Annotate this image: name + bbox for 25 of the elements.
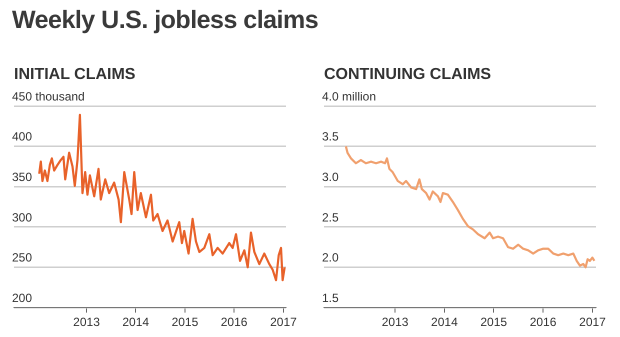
- y-tick-label: 4.0 million: [322, 89, 376, 104]
- x-tick-label: 2016: [220, 315, 248, 330]
- y-tick-label: 2.0: [322, 250, 340, 265]
- x-tick-label: 2013: [73, 315, 100, 330]
- x-tick-label: 2017: [579, 315, 606, 330]
- y-tick-label: 250: [12, 250, 32, 265]
- y-tick-label: 200: [12, 290, 32, 305]
- x-tick-label: 2016: [530, 315, 557, 330]
- x-tick-label: 2015: [480, 315, 508, 330]
- y-tick-label: 400: [12, 130, 32, 144]
- x-tick-label: 2014: [122, 315, 150, 330]
- x-tick-label: 2013: [382, 315, 409, 330]
- y-tick-label: 450 thousand: [12, 89, 85, 104]
- y-tick-label: 3.0: [322, 170, 340, 184]
- chart-title: INITIAL CLAIMS: [14, 66, 136, 84]
- y-tick-label: 1.5: [322, 290, 340, 305]
- y-tick-label: 300: [12, 210, 32, 224]
- text: Weekly U.S. jobless claims: [12, 6, 318, 35]
- x-tick-label: 2017: [270, 315, 298, 330]
- y-tick-label: 350: [12, 170, 32, 184]
- chart-title: CONTINUING CLAIMS: [324, 66, 492, 84]
- x-tick-label: 2015: [172, 315, 199, 330]
- y-tick-label: 2.5: [322, 210, 340, 224]
- x-tick-label: 2014: [431, 315, 458, 330]
- y-tick-label: 3.5: [322, 130, 340, 144]
